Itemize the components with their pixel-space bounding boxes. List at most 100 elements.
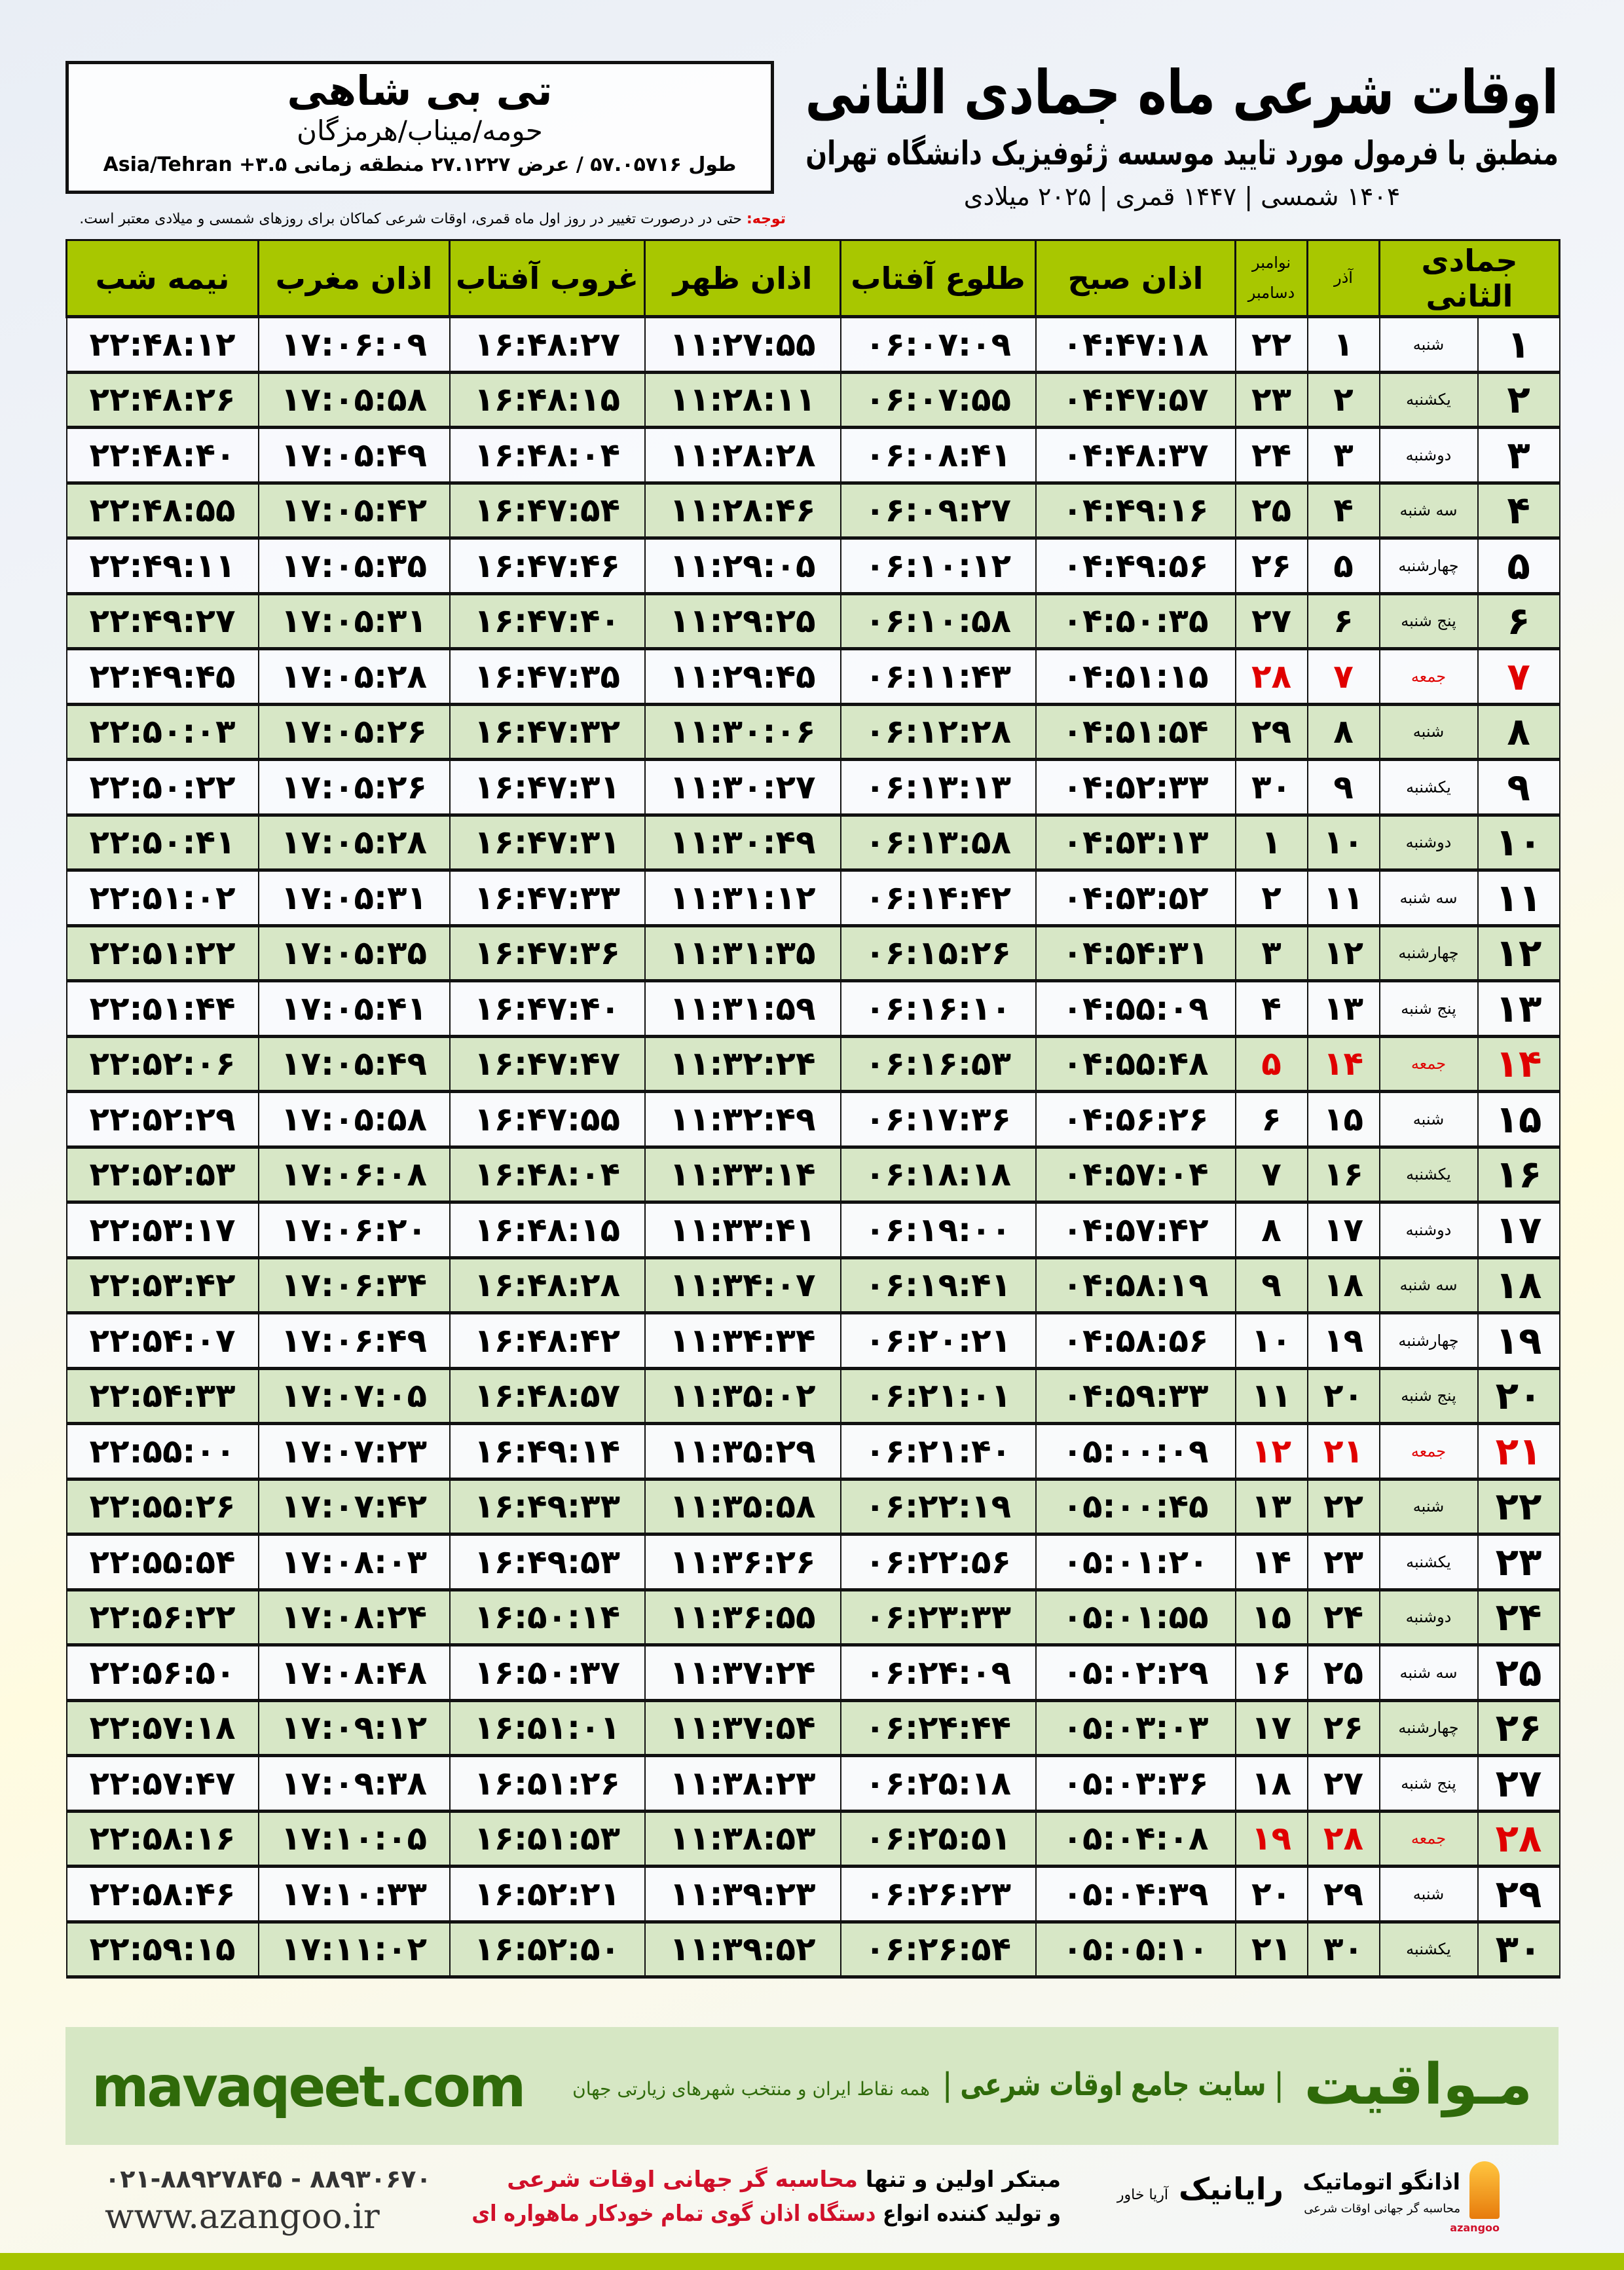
azangoo-sub: محاسبه گر جهانی اوقات شرعی — [1304, 2202, 1460, 2216]
brand-logo-text: مـواقیت — [1304, 2052, 1533, 2117]
azangoo-link[interactable]: www.azangoo.ir — [105, 2197, 380, 2237]
hijri-day: ۹ — [1477, 758, 1560, 817]
fajr-time: ۰۴:۵۸:۱۹ — [1035, 1257, 1236, 1314]
azar-day: ۲۲ — [1306, 1478, 1380, 1536]
maghrib-time: ۱۷:۰۵:۴۲ — [257, 482, 451, 540]
header-gregorian: نوامبر دسامبر — [1234, 239, 1308, 318]
sunrise-time: ۰۶:۱۶:۵۳ — [840, 1035, 1037, 1093]
dhuhr-time: ۱۱:۲۸:۱۱ — [644, 371, 841, 429]
sunset-time: ۱۶:۵۲:۵۰ — [449, 1921, 646, 1979]
hijri-day: ۲۱ — [1477, 1423, 1560, 1481]
azar-day: ۷ — [1306, 648, 1380, 706]
midnight-time: ۲۲:۴۹:۲۷ — [65, 593, 259, 650]
maghrib-time: ۱۷:۰۵:۴۱ — [257, 980, 451, 1038]
sunrise-time: ۰۶:۲۰:۲۱ — [840, 1312, 1037, 1370]
fajr-time: ۰۴:۵۸:۵۶ — [1035, 1312, 1236, 1370]
sunrise-time: ۰۶:۲۴:۰۹ — [840, 1644, 1037, 1702]
dhuhr-time: ۱۱:۳۸:۲۳ — [644, 1755, 841, 1813]
maghrib-time: ۱۷:۱۱:۰۲ — [257, 1921, 451, 1979]
weekday: سه شنبه — [1378, 869, 1479, 927]
table-row: ۱۴ جمعه ۱۴ ۵ ۰۴:۵۵:۴۸ ۰۶:۱۶:۵۳ ۱۱:۳۲:۲۴ ۱۶:۴۷:۴… — [65, 1035, 1560, 1093]
table-row: ۲۹ شنبه ۲۹ ۲۰ ۰۵:۰۴:۳۹ ۰۶:۲۶:۲۳ ۱۱:۳۹:۲۳ ۱۶:۵۲:… — [65, 1865, 1560, 1924]
maghrib-time: ۱۷:۰۵:۳۱ — [257, 869, 451, 927]
azar-day: ۳ — [1306, 426, 1380, 485]
weekday: سه شنبه — [1378, 1644, 1479, 1702]
mavaqeet-banner[interactable]: مـواقیت | سایت جامع اوقات شرعی | همه نقا… — [65, 2027, 1559, 2145]
azar-day: ۵ — [1306, 537, 1380, 595]
header-fajr: اذان صبح — [1035, 239, 1236, 318]
table-row: ۲۳ یکشنبه ۲۳ ۱۴ ۰۵:۰۱:۲۰ ۰۶:۲۲:۵۶ ۱۱:۳۶:۲۶ ۱۶:۴… — [65, 1533, 1560, 1591]
table-row: ۱۹ چهارشنبه ۱۹ ۱۰ ۰۴:۵۸:۵۶ ۰۶:۲۰:۲۱ ۱۱:۳۴:۳۴ ۱۶… — [65, 1312, 1560, 1370]
weekday: پنج شنبه — [1378, 593, 1479, 650]
midnight-time: ۲۲:۵۶:۲۲ — [65, 1589, 259, 1647]
weekday: جمعه — [1378, 648, 1479, 706]
maghrib-time: ۱۷:۰۷:۴۲ — [257, 1478, 451, 1536]
header-sunrise: طلوع آفتاب — [840, 239, 1037, 318]
fajr-time: ۰۵:۰۳:۳۶ — [1035, 1755, 1236, 1813]
location-region: حومه/میناب/هرمزگان — [297, 115, 543, 147]
sunrise-time: ۰۶:۱۷:۳۶ — [840, 1090, 1037, 1149]
rayanik-sub: آریا خاور — [1116, 2187, 1169, 2203]
dhuhr-time: ۱۱:۳۰:۴۹ — [644, 814, 841, 872]
azar-day: ۱۱ — [1306, 869, 1380, 927]
hijri-day: ۱۴ — [1477, 1035, 1560, 1093]
weekday: شنبه — [1378, 1090, 1479, 1149]
weekday: شنبه — [1378, 316, 1479, 374]
maghrib-time: ۱۷:۰۶:۰۹ — [257, 316, 451, 374]
brand-tagline-2: همه نقاط ایران و منتخب شهرهای زیارتی جها… — [572, 2078, 930, 2100]
weekday: یکشنبه — [1378, 1533, 1479, 1591]
maghrib-time: ۱۷:۰۷:۰۵ — [257, 1368, 451, 1425]
note-text: حتی در درصورت تغییر در روز اول ماه قمری،… — [79, 211, 747, 227]
dhuhr-time: ۱۱:۲۹:۴۵ — [644, 648, 841, 706]
dhuhr-time: ۱۱:۳۱:۳۵ — [644, 925, 841, 982]
sunrise-time: ۰۶:۱۵:۲۶ — [840, 925, 1037, 982]
midnight-time: ۲۲:۵۳:۴۲ — [65, 1257, 259, 1314]
year-line: ۱۴۰۴ شمسی | ۱۴۴۷ قمری | ۲۰۲۵ میلادی — [963, 182, 1401, 211]
table-row: ۲۴ دوشنبه ۲۴ ۱۵ ۰۵:۰۱:۵۵ ۰۶:۲۳:۳۳ ۱۱:۳۶:۵۵ ۱۶:۵… — [65, 1589, 1560, 1647]
gregorian-day: ۶ — [1234, 1090, 1308, 1149]
dhuhr-time: ۱۱:۳۵:۰۲ — [644, 1368, 841, 1425]
dhuhr-time: ۱۱:۳۹:۲۳ — [644, 1865, 841, 1924]
sunrise-time: ۰۶:۲۱:۴۰ — [840, 1423, 1037, 1481]
mavaqeet-link[interactable]: mavaqeet.com — [92, 2055, 526, 2120]
minaret-icon — [1469, 2161, 1500, 2219]
weekday: چهارشنبه — [1378, 1700, 1479, 1757]
maghrib-time: ۱۷:۰۶:۲۰ — [257, 1201, 451, 1259]
fajr-time: ۰۴:۴۸:۳۷ — [1035, 426, 1236, 485]
sunset-time: ۱۶:۴۷:۵۵ — [449, 1090, 646, 1149]
promo2-highlight: دستگاه اذان گوی تمام خودکار ماهواره ای — [471, 2201, 876, 2227]
header-midnight: نیمه شب — [65, 239, 259, 318]
fajr-time: ۰۴:۵۷:۰۴ — [1035, 1146, 1236, 1204]
maghrib-time: ۱۷:۰۵:۲۸ — [257, 648, 451, 706]
dhuhr-time: ۱۱:۳۴:۳۴ — [644, 1312, 841, 1370]
sunrise-time: ۰۶:۲۵:۱۸ — [840, 1755, 1037, 1813]
midnight-time: ۲۲:۵۰:۰۳ — [65, 703, 259, 761]
table-row: ۲۱ جمعه ۲۱ ۱۲ ۰۵:۰۰:۰۹ ۰۶:۲۱:۴۰ ۱۱:۳۵:۲۹ ۱۶:۴۹:… — [65, 1423, 1560, 1481]
gregorian-day: ۱۳ — [1234, 1478, 1308, 1536]
sunset-time: ۱۶:۴۸:۱۵ — [449, 1201, 646, 1259]
maghrib-time: ۱۷:۰۸:۴۸ — [257, 1644, 451, 1702]
table-row: ۷ جمعه ۷ ۲۸ ۰۴:۵۱:۱۵ ۰۶:۱۱:۴۳ ۱۱:۲۹:۴۵ ۱۶:۴۷:۳۵… — [65, 648, 1560, 706]
maghrib-time: ۱۷:۰۷:۲۳ — [257, 1423, 451, 1481]
maghrib-time: ۱۷:۰۵:۳۵ — [257, 925, 451, 982]
sunrise-time: ۰۶:۲۳:۳۳ — [840, 1589, 1037, 1647]
fajr-time: ۰۵:۰۴:۰۸ — [1035, 1810, 1236, 1868]
sunset-time: ۱۶:۴۷:۳۱ — [449, 814, 646, 872]
weekday: یکشنبه — [1378, 1146, 1479, 1204]
midnight-time: ۲۲:۵۲:۲۹ — [65, 1090, 259, 1149]
dhuhr-time: ۱۱:۳۶:۵۵ — [644, 1589, 841, 1647]
weekday: چهارشنبه — [1378, 925, 1479, 982]
azar-day: ۴ — [1306, 482, 1380, 540]
fajr-time: ۰۴:۴۹:۵۶ — [1035, 537, 1236, 595]
hijri-day: ۲ — [1477, 371, 1560, 429]
dhuhr-time: ۱۱:۳۳:۴۱ — [644, 1201, 841, 1259]
fajr-time: ۰۴:۵۲:۳۳ — [1035, 758, 1236, 817]
fajr-time: ۰۵:۰۳:۰۳ — [1035, 1700, 1236, 1757]
midnight-time: ۲۲:۵۸:۱۶ — [65, 1810, 259, 1868]
dhuhr-time: ۱۱:۲۹:۲۵ — [644, 593, 841, 650]
dhuhr-time: ۱۱:۲۸:۴۶ — [644, 482, 841, 540]
sunset-time: ۱۶:۴۷:۴۰ — [449, 593, 646, 650]
midnight-time: ۲۲:۵۵:۰۰ — [65, 1423, 259, 1481]
location-box: تی بی شاهی حومه/میناب/هرمزگان طول ۵۷.۰۵۷… — [65, 61, 774, 194]
sunrise-time: ۰۶:۲۴:۴۴ — [840, 1700, 1037, 1757]
